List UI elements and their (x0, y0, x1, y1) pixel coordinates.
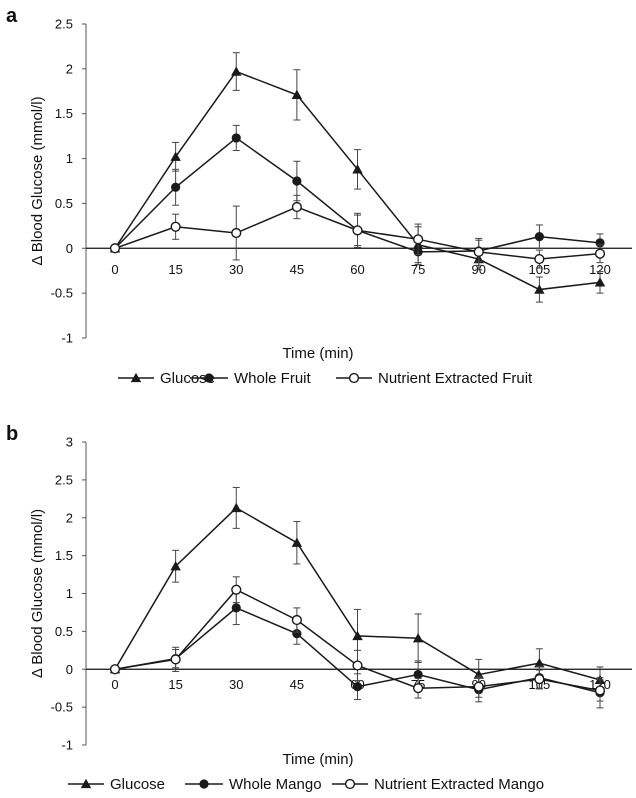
legend-marker (130, 372, 142, 383)
x-tick-label: 30 (229, 677, 243, 692)
legend-label: Nutrient Extracted Mango (374, 776, 544, 793)
data-point (170, 654, 181, 665)
data-point (109, 664, 121, 675)
series-nutrient-extracted-fruit (109, 194, 606, 269)
y-tick-label: 0.5 (55, 624, 73, 639)
panel-label: b (6, 423, 18, 445)
data-point (292, 176, 302, 186)
x-tick-label: 45 (290, 262, 304, 277)
data-point (231, 133, 241, 143)
legend-entry: Whole Mango (185, 776, 322, 793)
data-point (534, 657, 545, 668)
legend-entry: Glucose (68, 776, 165, 793)
legend-marker (344, 778, 356, 790)
data-point (292, 629, 302, 639)
data-point (534, 232, 544, 242)
chart-panel-b: b-1-0.500.511.522.530153045607590105120T… (6, 423, 632, 793)
data-point (352, 225, 363, 236)
data-point (413, 683, 424, 694)
x-tick-label: 30 (229, 262, 243, 277)
y-tick-label: 2.5 (55, 472, 73, 487)
y-tick-label: -0.5 (51, 700, 73, 715)
y-tick-label: 2 (66, 510, 73, 525)
y-tick-label: 2.5 (55, 17, 73, 32)
x-tick-label: 120 (589, 262, 611, 277)
data-point (473, 681, 484, 692)
data-point (231, 66, 242, 76)
y-tick-label: 1 (66, 586, 73, 601)
x-axis-title: Time (min) (282, 751, 353, 768)
data-point (231, 584, 242, 595)
y-tick-label: 2 (66, 61, 73, 76)
y-axis-title: Δ Blood Glucose (mmol/l) (29, 509, 46, 678)
data-point (170, 151, 181, 161)
panel-label: a (6, 5, 18, 27)
data-point (534, 673, 545, 685)
data-point (170, 221, 181, 232)
legend-entry: Glucose (118, 370, 215, 387)
data-point (231, 227, 242, 239)
y-axis-title: Δ Blood Glucose (mmol/l) (29, 96, 46, 265)
data-point (473, 246, 484, 257)
data-point (594, 248, 606, 259)
legend-label: Glucose (110, 776, 165, 793)
data-point (352, 660, 363, 671)
x-tick-label: 0 (111, 262, 118, 277)
x-tick-label: 105 (529, 262, 551, 277)
data-point (291, 201, 302, 213)
data-point (231, 502, 242, 513)
legend-label: Whole Fruit (234, 370, 312, 387)
chart-panel-a: a-1-0.500.511.522.50153045607590105120Ti… (6, 5, 632, 387)
x-tick-label: 75 (411, 262, 425, 277)
x-tick-label: 60 (350, 262, 364, 277)
legend-label: Whole Mango (229, 776, 322, 793)
data-point (171, 182, 181, 192)
legend-label: Glucose (160, 370, 215, 387)
legend-entry: Nutrient Extracted Mango (332, 776, 544, 793)
legend-marker (348, 372, 360, 384)
data-point (594, 685, 606, 696)
y-tick-label: -1 (61, 738, 73, 753)
y-tick-label: 0.5 (55, 196, 73, 211)
y-tick-label: 0 (66, 241, 73, 256)
data-point (595, 238, 605, 248)
x-axis-title: Time (min) (282, 345, 353, 362)
data-point (291, 614, 302, 626)
data-point (170, 561, 181, 571)
legend-marker (80, 778, 92, 789)
series-nutrient-extracted-mango (109, 576, 606, 702)
data-point (352, 682, 363, 692)
data-point (534, 284, 545, 294)
data-point (534, 253, 545, 265)
legend-label: Nutrient Extracted Fruit (378, 370, 533, 387)
legend-marker (204, 373, 214, 383)
y-tick-label: -1 (61, 331, 73, 346)
data-point (291, 89, 303, 100)
data-point (109, 243, 121, 254)
x-tick-label: 0 (111, 677, 118, 692)
data-point (413, 669, 423, 680)
x-tick-label: 15 (168, 262, 182, 277)
data-point (352, 164, 363, 174)
data-point (352, 630, 363, 641)
legend-entry: Nutrient Extracted Fruit (336, 370, 533, 387)
x-tick-label: 15 (168, 677, 182, 692)
y-tick-label: 0 (66, 662, 73, 677)
y-tick-label: 3 (66, 435, 73, 450)
y-tick-label: 1.5 (55, 548, 73, 563)
legend-marker (199, 779, 209, 789)
legend-entry: Whole Fruit (190, 370, 312, 387)
x-tick-label: 45 (290, 677, 304, 692)
y-tick-label: 1.5 (55, 106, 73, 121)
y-tick-label: -0.5 (51, 286, 73, 301)
data-point (231, 603, 241, 613)
data-point (594, 277, 606, 287)
data-point (412, 632, 424, 643)
data-point (291, 537, 303, 547)
data-point (413, 234, 424, 245)
y-tick-label: 1 (66, 151, 73, 166)
